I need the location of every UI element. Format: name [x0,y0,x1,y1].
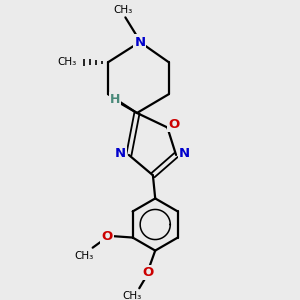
Text: CH₃: CH₃ [122,291,141,300]
Text: O: O [168,118,179,131]
Text: O: O [101,230,113,243]
Text: N: N [178,147,190,160]
Text: CH₃: CH₃ [74,250,94,260]
Text: CH₃: CH₃ [113,4,133,15]
Text: CH₃: CH₃ [57,57,76,67]
Text: O: O [142,266,154,279]
Text: H: H [110,93,120,106]
Text: N: N [134,35,146,49]
Text: N: N [115,147,126,160]
